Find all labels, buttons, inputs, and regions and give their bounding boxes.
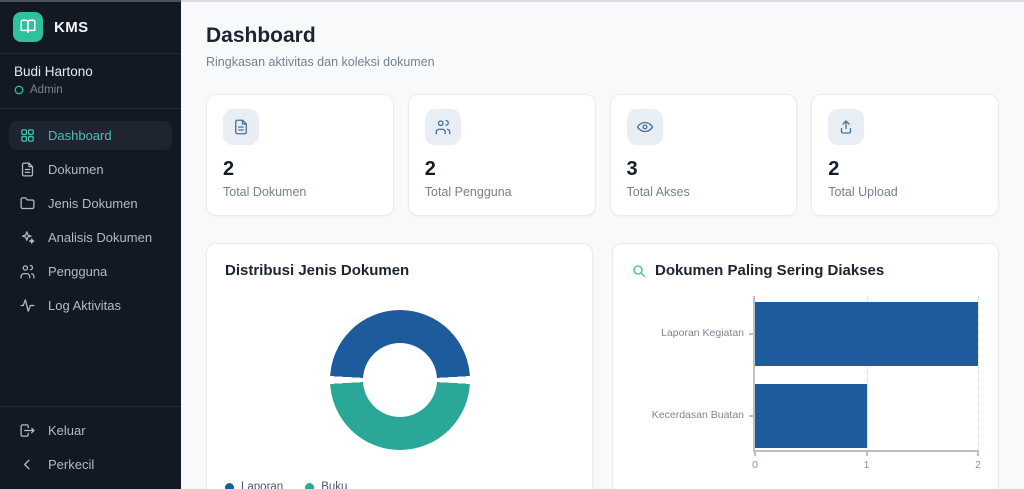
sidebar-item-dokumen[interactable]: Dokumen [9,155,172,184]
bar-chart-title-row: Dokumen Paling Sering Diakses [631,262,980,279]
sidebar: KMS Budi Hartono Admin Dashboard [0,0,181,489]
user-name: Budi Hartono [14,64,93,79]
chevron-left-icon [19,456,36,473]
collapse-label: Perkecil [48,457,95,472]
sidebar-item-dashboard[interactable]: Dashboard [9,121,172,150]
main-content: Dashboard Ringkasan aktivitas dan koleks… [181,0,1024,489]
stat-label: Total Upload [828,185,898,199]
sidebar-item-label: Pengguna [48,264,108,279]
activity-icon [19,297,36,314]
bar-category-label: Kecerdasan Buatan [651,409,744,421]
sidebar-item-label: Dokumen [48,162,104,177]
status-dot-icon [14,85,24,95]
page-subtitle: Ringkasan aktivitas dan koleksi dokumen [206,55,435,69]
upload-icon [828,109,865,145]
sidebar-item-label: Log Aktivitas [48,298,121,313]
x-tick-label: 0 [752,459,758,471]
x-tick-label: 1 [863,459,870,471]
app-name: KMS [54,18,89,36]
user-role-label: Admin [30,84,63,96]
x-axis-tick [754,450,756,456]
legend-dot [305,482,315,489]
book-logo-icon [13,12,43,42]
charts-grid: Distribusi Jenis Dokumen Laporan Buku [206,243,999,489]
document-icon [19,161,36,178]
sidebar-nav: Dashboard Dokumen Jenis Dokumen [0,109,181,406]
legend-label: Buku [321,481,348,489]
stat-value: 3 [626,158,638,180]
sidebar-item-jenis-dokumen[interactable]: Jenis Dokumen [9,189,172,218]
app-logo-row: KMS [0,2,181,54]
user-role: Admin [14,84,167,96]
bar[interactable] [755,302,978,366]
sidebar-item-pengguna[interactable]: Pengguna [9,257,172,286]
legend-item-laporan[interactable]: Laporan [225,481,283,489]
file-text-icon [223,109,259,145]
legend-item-buku[interactable]: Buku [305,481,347,489]
sidebar-item-analisis-dokumen[interactable]: Analisis Dokumen [9,223,172,252]
bar-category-label: Laporan Kegiatan [661,327,744,339]
bar-chart-title: Dokumen Paling Sering Diakses [655,262,885,279]
collapse-sidebar-button[interactable]: Perkecil [9,450,172,479]
logout-icon [19,422,36,439]
stats-grid: 2 Total Dokumen 2 Total Pengguna 3 Total… [206,94,999,216]
hbar-plot: 0 1 2 Laporan Kegiatan Kecerdasan Buatan [652,296,981,471]
stat-label: Total Dokumen [223,185,307,199]
sidebar-item-label: Jenis Dokumen [48,196,138,211]
donut-legend: Laporan Buku [225,481,574,489]
gridline [866,296,868,450]
stat-value: 2 [223,158,235,180]
logout-label: Keluar [48,423,86,438]
stat-card-total-dokumen: 2 Total Dokumen [206,94,394,216]
x-tick-label: 2 [975,459,981,471]
sidebar-item-label: Analisis Dokumen [48,230,153,245]
sidebar-item-label: Dashboard [48,128,112,143]
sidebar-footer: Keluar Perkecil [0,406,181,489]
legend-label: Laporan [241,481,284,489]
y-axis-tick [749,333,755,335]
bar[interactable] [755,384,867,448]
users-icon [19,263,36,280]
stat-value: 2 [424,158,436,180]
sparkles-icon [19,229,36,246]
y-axis-tick [749,415,755,417]
stat-card-total-pengguna: 2 Total Pengguna [407,94,596,216]
sidebar-item-log-aktivitas[interactable]: Log Aktivitas [9,291,172,320]
bar-chart-card: Dokumen Paling Sering Diakses 0 1 2 Laporan… [612,243,999,489]
legend-dot [225,482,234,489]
dashboard-grid-icon [19,127,36,144]
donut-chart[interactable] [329,310,470,450]
x-axis-tick [865,450,868,456]
x-axis-tick [977,450,979,456]
gridline [978,296,979,450]
stat-value: 2 [828,158,840,180]
page-title: Dashboard [206,24,316,47]
stat-label: Total Akses [626,185,690,199]
user-block: Budi Hartono Admin [0,54,181,109]
stat-label: Total Pengguna [424,185,512,199]
donut-chart-title: Distribusi Jenis Dokumen [225,262,410,279]
logout-button[interactable]: Keluar [9,416,172,445]
stat-card-total-akses: 3 Total Akses [609,94,798,216]
folder-icon [19,195,36,212]
stat-card-total-upload: 2 Total Upload [811,94,999,216]
eye-icon [626,109,663,145]
donut-wrap [225,279,574,450]
users-icon [424,109,461,145]
donut-chart-card: Distribusi Jenis Dokumen Laporan Buku [206,243,593,489]
search-icon [633,264,645,277]
